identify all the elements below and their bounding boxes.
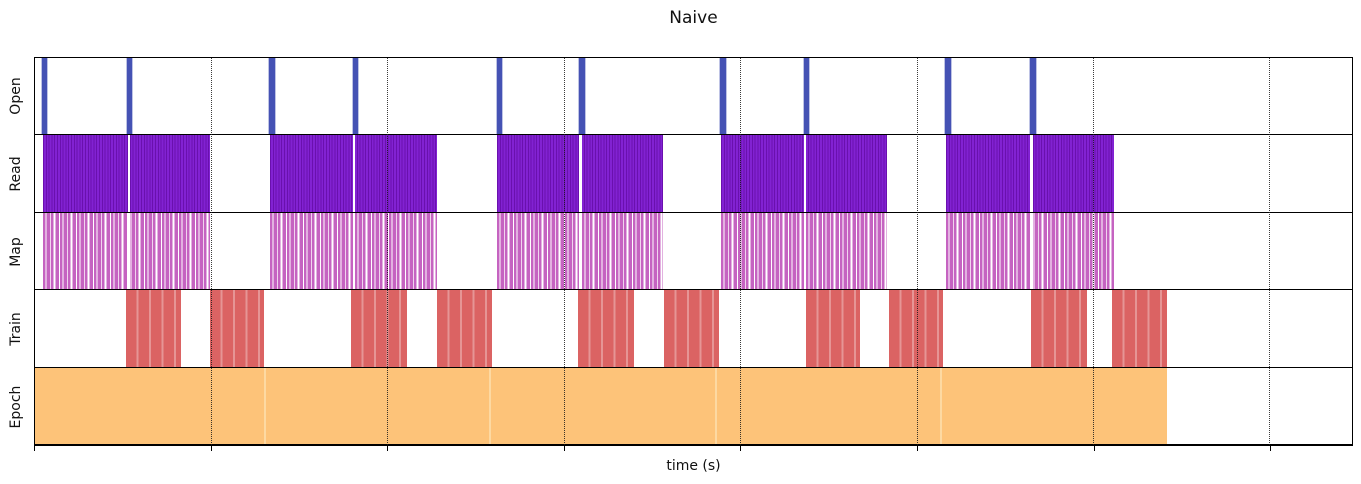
train-bar: [210, 290, 264, 367]
open-bar: [41, 58, 48, 135]
row-label-train: Train: [8, 312, 24, 347]
timeline-row-train: [35, 290, 1352, 368]
read-bar: [42, 135, 211, 212]
open-bar: [945, 58, 951, 135]
train-bar: [125, 290, 181, 367]
row-label-open: Open: [8, 77, 24, 115]
train-bar: [351, 290, 408, 367]
train-bar: [805, 290, 861, 367]
train-bar: [1112, 290, 1168, 367]
x-axis-tick: [1093, 446, 1095, 451]
map-bar-gap: [803, 212, 807, 290]
map-bar: [42, 212, 211, 290]
row-label-map: Map: [8, 236, 24, 267]
epoch-seam: [489, 367, 492, 445]
open-bar: [497, 58, 503, 135]
read-bar-gap: [352, 135, 356, 212]
open-bar: [352, 58, 358, 135]
x-axis-tick: [386, 446, 388, 451]
x-gridline: [916, 58, 918, 445]
epoch-seam: [264, 367, 267, 445]
train-bar: [663, 290, 719, 367]
timeline-row-epoch: [35, 367, 1352, 446]
map-bar-gap: [352, 212, 356, 290]
open-bar: [720, 58, 726, 135]
epoch-bar: [35, 367, 1168, 445]
open-bar: [803, 58, 809, 135]
map-bar-gap: [1030, 212, 1033, 290]
map-bar-gap: [127, 212, 131, 290]
chart-title: Naive: [669, 8, 718, 28]
open-bar: [1030, 58, 1036, 135]
x-axis-label: time (s): [666, 458, 721, 474]
x-gridline: [211, 58, 213, 445]
row-label-read: Read: [8, 156, 24, 192]
x-gridline: [1269, 58, 1271, 445]
x-gridline: [740, 58, 742, 445]
read-bar-gap: [803, 135, 807, 212]
x-axis-tick: [740, 446, 742, 451]
x-gridline: [1092, 58, 1094, 445]
read-bar-gap: [127, 135, 131, 212]
train-bar: [888, 290, 944, 367]
row-label-epoch: Epoch: [8, 385, 24, 429]
x-axis-tick: [916, 446, 918, 451]
plot-area: [34, 57, 1353, 446]
timeline-row-read: [35, 135, 1352, 213]
epoch-seam: [939, 367, 942, 445]
timeline-row-open: [35, 58, 1352, 136]
open-bar: [269, 58, 275, 135]
epoch-seam: [714, 367, 717, 445]
map-bar-gap: [579, 212, 582, 290]
x-axis-tick: [1270, 446, 1272, 451]
x-axis-tick: [563, 446, 565, 451]
x-axis-tick: [210, 446, 212, 451]
timeline-row-map: [35, 212, 1352, 291]
read-bar-gap: [579, 135, 582, 212]
train-bar: [437, 290, 492, 367]
x-gridline: [387, 58, 389, 445]
open-bar: [126, 58, 133, 135]
open-bar: [579, 58, 585, 135]
x-axis-tick: [34, 446, 35, 451]
x-gridline: [563, 58, 565, 445]
train-bar: [1031, 290, 1088, 367]
train-bar: [577, 290, 634, 367]
read-bar-gap: [1030, 135, 1033, 212]
